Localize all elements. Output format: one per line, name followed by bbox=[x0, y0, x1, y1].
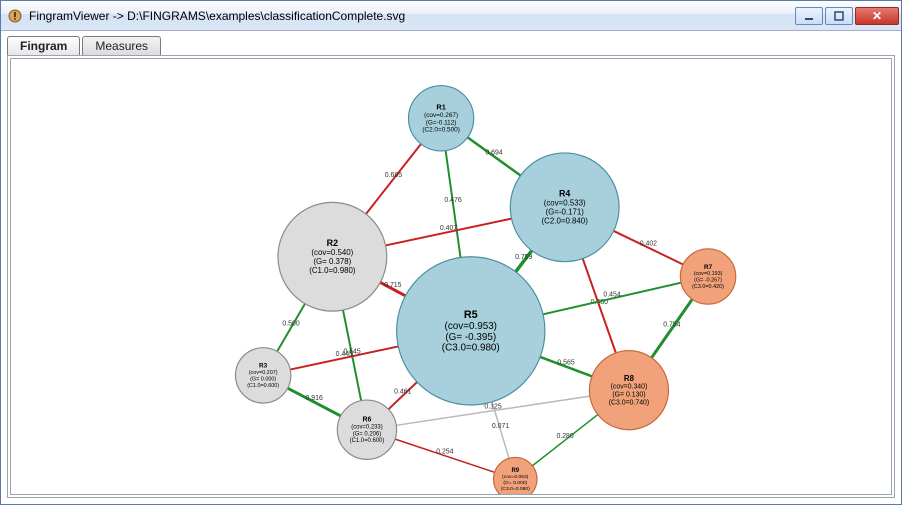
titlebar[interactable]: FingramViewer -> D:\FINGRAMS\examples\cl… bbox=[1, 1, 901, 31]
edge-R2-R4 bbox=[386, 219, 512, 246]
network-graph: 0.6850.6940.4760.7590.4020.4800.4070.715… bbox=[11, 59, 891, 494]
node-R9[interactable] bbox=[494, 457, 538, 494]
node-R5[interactable] bbox=[397, 257, 545, 405]
edge-R4-R7 bbox=[614, 231, 683, 265]
edge-R4-R8 bbox=[583, 259, 616, 353]
edge-R3-R6 bbox=[288, 388, 341, 416]
node-R1[interactable] bbox=[408, 86, 473, 151]
app-icon bbox=[7, 8, 23, 24]
edge-R4-R5 bbox=[516, 251, 532, 272]
edge-R6-R9 bbox=[395, 439, 495, 472]
edge-R1-R2 bbox=[366, 144, 421, 214]
edge-R1-R4 bbox=[468, 137, 521, 175]
edge-R1-R5 bbox=[446, 151, 461, 258]
node-R4[interactable] bbox=[510, 153, 619, 262]
window-title: FingramViewer -> D:\FINGRAMS\examples\cl… bbox=[29, 9, 795, 23]
window-frame: FingramViewer -> D:\FINGRAMS\examples\cl… bbox=[0, 0, 902, 505]
node-R7[interactable] bbox=[680, 249, 735, 304]
tab-measures[interactable]: Measures bbox=[82, 36, 161, 55]
node-R3[interactable] bbox=[235, 348, 290, 403]
tab-bar: Fingram Measures bbox=[1, 31, 901, 55]
edge-R2-R5 bbox=[380, 282, 405, 295]
node-R6[interactable] bbox=[337, 400, 396, 459]
graph-viewport[interactable]: 0.6850.6940.4760.7590.4020.4800.4070.715… bbox=[7, 55, 895, 498]
edge-R5-R8 bbox=[540, 357, 592, 376]
tab-fingram[interactable]: Fingram bbox=[7, 36, 80, 55]
edge-R2-R3 bbox=[277, 304, 305, 352]
window-buttons: ✕ bbox=[795, 7, 899, 25]
edge-label: 0.280 bbox=[556, 433, 573, 440]
close-button[interactable]: ✕ bbox=[855, 7, 899, 25]
node-R2[interactable] bbox=[278, 202, 387, 311]
maximize-button[interactable] bbox=[825, 7, 853, 25]
edge-R8-R9 bbox=[532, 415, 597, 466]
edge-R5-R6 bbox=[388, 382, 417, 409]
minimize-button[interactable] bbox=[795, 7, 823, 25]
edge-R5-R3 bbox=[290, 346, 398, 369]
edge-R7-R8 bbox=[652, 299, 693, 358]
node-R8[interactable] bbox=[589, 351, 668, 430]
edge-label: 0.254 bbox=[436, 449, 453, 456]
edge-R5-R7 bbox=[543, 283, 681, 315]
